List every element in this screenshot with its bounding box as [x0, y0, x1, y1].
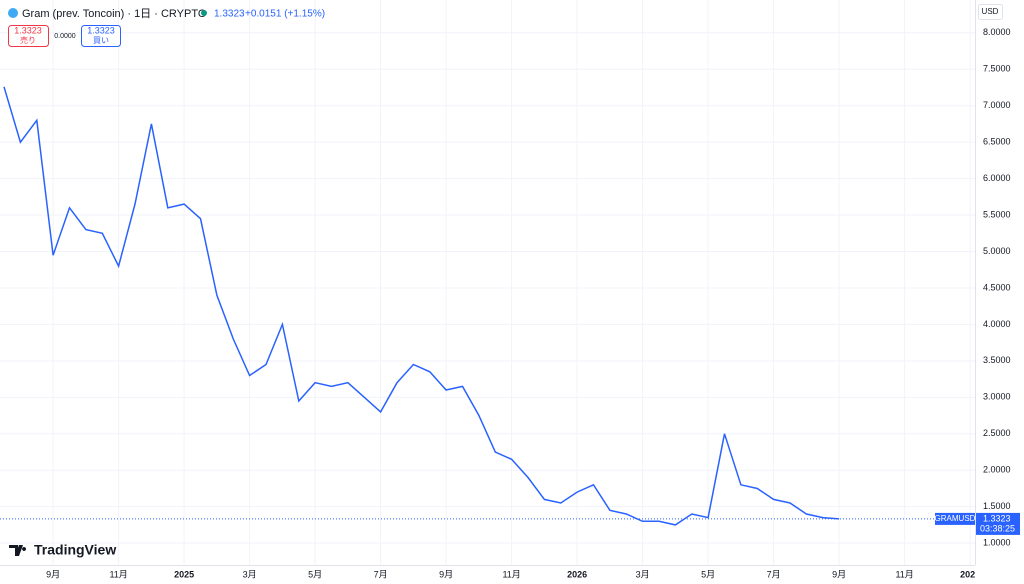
last-price-tag: [976, 512, 1020, 535]
countdown: 03:38:25: [980, 523, 1015, 533]
y-tick-label: 4.0000: [983, 319, 1011, 329]
last-price-name: GRAMUSD: [935, 514, 976, 523]
x-tick-label: 11月: [895, 569, 913, 579]
y-tick-label: 6.5000: [983, 137, 1011, 147]
buy-price: 1.3323: [87, 25, 115, 35]
sell-label: 売り: [20, 35, 36, 45]
grid: [0, 0, 975, 565]
currency-button[interactable]: [978, 4, 1003, 20]
y-tick-label: 3.5000: [983, 355, 1011, 365]
buy-button[interactable]: [81, 25, 121, 47]
y-tick-label: 2.5000: [983, 428, 1011, 438]
y-tick-label: 1.5000: [983, 501, 1011, 511]
x-tick-label: 7月: [767, 569, 781, 579]
plot: [0, 86, 975, 526]
y-tick-label: 4.5000: [983, 282, 1011, 292]
price-axis: USD 1.0000 1.5000 2.0000 2.5000 3.0000 3.5000…: [975, 0, 1024, 584]
y-tick-label: 5.0000: [983, 246, 1011, 256]
y-tick-label: 7.5000: [983, 64, 1011, 74]
y-tick-label: 3.0000: [983, 392, 1011, 402]
symbol-icon: [8, 8, 18, 18]
change: +0.0151 (+1.15%): [245, 9, 325, 20]
x-tick-label: 2026: [567, 569, 587, 579]
y-tick-label: 8.0000: [983, 27, 1011, 37]
price-line: [3, 86, 840, 526]
x-tick-label: 5月: [701, 569, 715, 579]
x-tick-label: 9月: [46, 569, 60, 579]
symbol: Gram (prev. Toncoin) · 1日 · CRYPTO: [22, 8, 207, 20]
x-tick-label: 2025: [174, 569, 194, 579]
x-tick-label: 11月: [502, 569, 520, 579]
y-tick-label: 7.0000: [983, 100, 1011, 110]
x-tick-label: 9月: [439, 569, 453, 579]
x-tick-label: 2027: [960, 569, 980, 579]
y-tick-label: 1.0000: [983, 538, 1011, 548]
y-tick-label: 6.0000: [983, 173, 1011, 183]
logo-icon: [9, 545, 27, 556]
x-tick-label: 9月: [832, 569, 846, 579]
y-tick-label: 2.0000: [983, 465, 1011, 475]
status-dot: [201, 10, 207, 16]
logo: TradingView: [9, 542, 116, 558]
x-tick-label: 7月: [374, 569, 388, 579]
x-tick-label: 3月: [243, 569, 257, 579]
last-price-label: 1.3323: [983, 513, 1011, 523]
header: Gram (prev. Toncoin) · 1日 · CRYPTO 1.332…: [8, 8, 325, 47]
price: 1.3323: [214, 9, 245, 20]
price-axis-bg: [975, 0, 1024, 584]
logo-text: TradingView: [34, 542, 116, 558]
sell-price: 1.3323: [14, 25, 42, 35]
x-tick-label: 5月: [308, 569, 322, 579]
currency: USD: [982, 7, 999, 16]
y-tick-label: 5.5000: [983, 209, 1011, 219]
spread: 0.0000: [54, 33, 76, 40]
buy-label: 買い: [93, 36, 109, 45]
x-tick-label: 11月: [109, 569, 127, 579]
sell-button[interactable]: [8, 25, 49, 47]
last-price-name-bg: [935, 512, 975, 525]
x-tick-label: 3月: [636, 569, 650, 579]
